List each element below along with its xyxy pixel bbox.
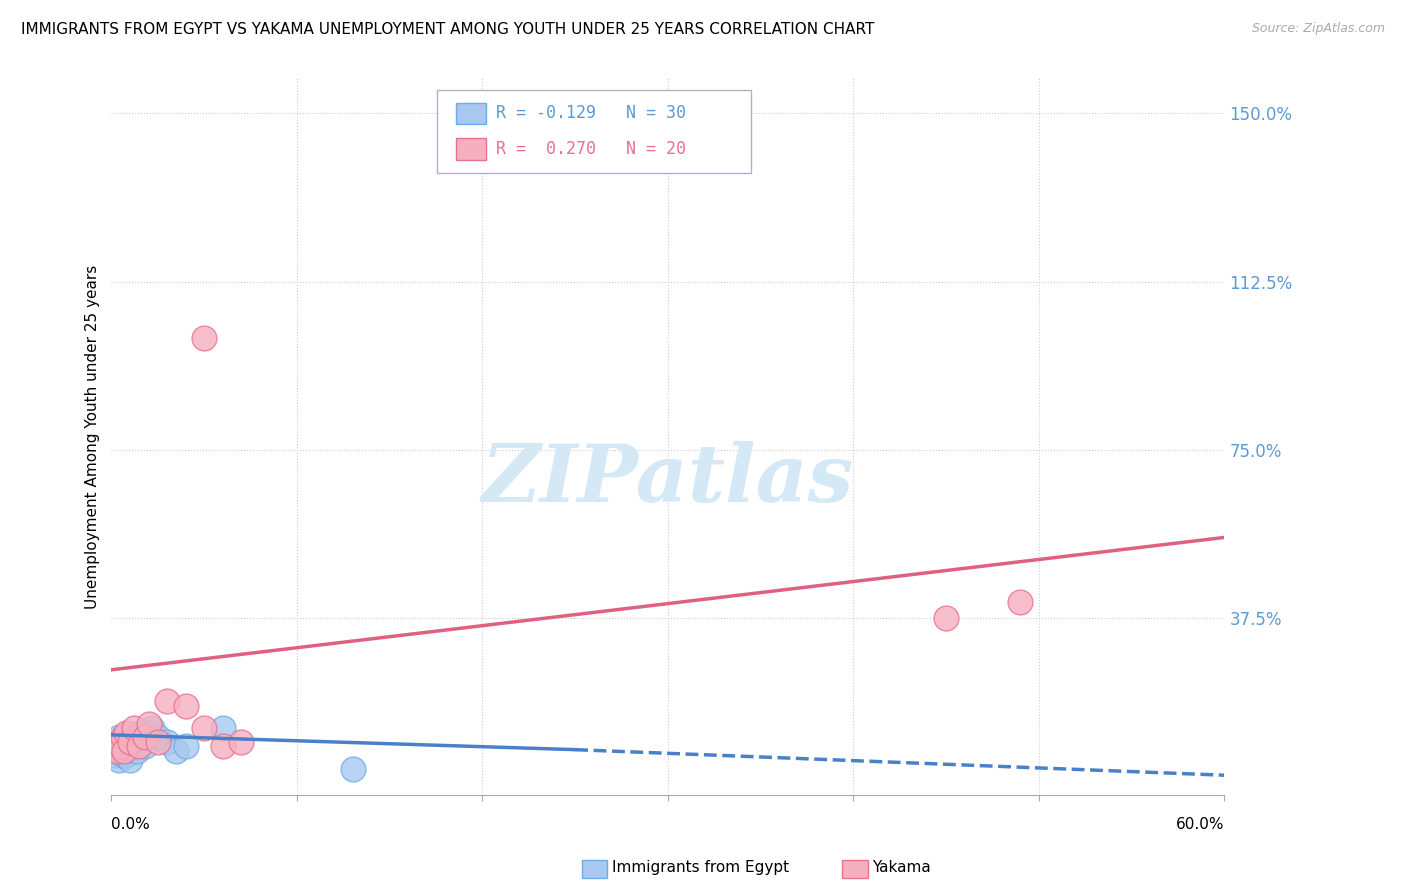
- Point: [935, 611, 957, 625]
- Point: [115, 747, 138, 762]
- Point: [174, 739, 197, 753]
- Point: [174, 698, 197, 713]
- Point: [118, 739, 141, 753]
- Point: [141, 721, 163, 735]
- Point: [122, 739, 145, 753]
- Point: [118, 734, 141, 748]
- Point: [108, 752, 131, 766]
- Point: [146, 734, 169, 748]
- Text: R = -0.129   N = 30: R = -0.129 N = 30: [496, 104, 686, 122]
- Point: [128, 739, 150, 753]
- Point: [1010, 595, 1032, 609]
- Text: Source: ZipAtlas.com: Source: ZipAtlas.com: [1251, 22, 1385, 36]
- Text: IMMIGRANTS FROM EGYPT VS YAKAMA UNEMPLOYMENT AMONG YOUTH UNDER 25 YEARS CORRELAT: IMMIGRANTS FROM EGYPT VS YAKAMA UNEMPLOY…: [21, 22, 875, 37]
- Point: [108, 734, 131, 748]
- Point: [110, 743, 132, 757]
- Point: [138, 716, 160, 731]
- Point: [105, 739, 128, 753]
- Point: [146, 730, 169, 744]
- Point: [134, 739, 156, 753]
- Point: [108, 730, 131, 744]
- Point: [111, 747, 134, 762]
- Point: [122, 721, 145, 735]
- Point: [121, 734, 143, 748]
- Point: [156, 734, 179, 748]
- Y-axis label: Unemployment Among Youth under 25 years: Unemployment Among Youth under 25 years: [86, 264, 100, 608]
- Point: [117, 743, 139, 757]
- Point: [118, 752, 141, 766]
- Text: 0.0%: 0.0%: [111, 817, 150, 832]
- Point: [127, 743, 149, 757]
- Point: [211, 721, 233, 735]
- Point: [112, 730, 135, 744]
- Point: [112, 743, 135, 757]
- Point: [134, 730, 156, 744]
- Point: [111, 730, 134, 744]
- Point: [193, 331, 215, 345]
- Point: [165, 743, 187, 757]
- Point: [104, 747, 127, 762]
- Point: [105, 743, 128, 757]
- Text: R =  0.270   N = 20: R = 0.270 N = 20: [496, 140, 686, 158]
- Point: [110, 739, 132, 753]
- Point: [156, 694, 179, 708]
- Point: [124, 734, 146, 748]
- Point: [112, 743, 135, 757]
- Text: 60.0%: 60.0%: [1175, 817, 1225, 832]
- Point: [128, 725, 150, 739]
- Text: Yakama: Yakama: [872, 861, 931, 875]
- Text: ZIPatlas: ZIPatlas: [482, 441, 853, 518]
- Point: [231, 734, 253, 748]
- Point: [110, 734, 132, 748]
- Point: [115, 725, 138, 739]
- Point: [115, 734, 138, 748]
- Text: Immigrants from Egypt: Immigrants from Egypt: [612, 861, 789, 875]
- Point: [193, 721, 215, 735]
- Point: [211, 739, 233, 753]
- Point: [129, 730, 152, 744]
- Point: [138, 725, 160, 739]
- Point: [342, 762, 364, 776]
- Point: [111, 739, 134, 753]
